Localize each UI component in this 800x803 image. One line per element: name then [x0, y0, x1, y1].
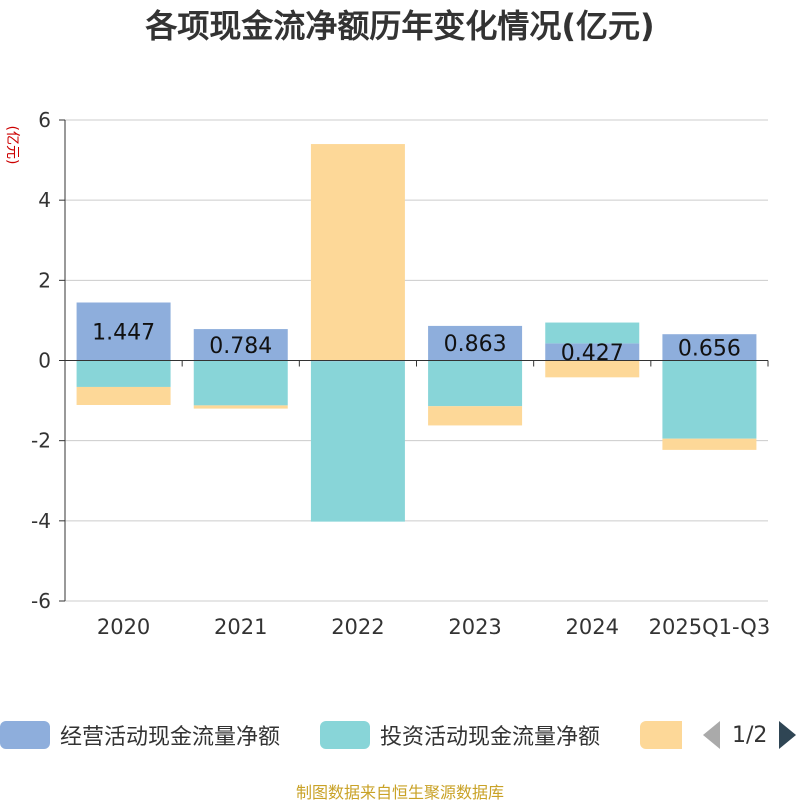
bar-investing-2024[interactable] — [545, 322, 640, 344]
legend-label-operating: 经营活动现金流量净额 — [60, 725, 281, 750]
legend-pager: 1/2 — [703, 720, 797, 750]
bar-operating-2024[interactable] — [545, 343, 640, 361]
data-label-operating: 0.427 — [561, 341, 624, 366]
bar-financing-2024[interactable] — [545, 360, 640, 378]
bar-financing-2023[interactable] — [428, 406, 523, 426]
source-footer: 制图数据来自恒生聚源数据库 — [295, 783, 504, 802]
bar-investing-2021[interactable] — [193, 360, 288, 406]
y-tick-label: 6 — [38, 108, 51, 132]
data-label-operating: 0.784 — [209, 334, 272, 359]
y-tick-label: 0 — [38, 349, 51, 373]
x-tick-label: 2022 — [331, 615, 384, 639]
legend-swatch-investing — [320, 721, 370, 749]
bar-financing-2020[interactable] — [76, 386, 171, 405]
x-tick-label: 2021 — [214, 615, 267, 639]
legend-swatch-operating — [0, 721, 50, 749]
bar-investing-2023[interactable] — [428, 360, 523, 407]
bar-operating-2025Q1-Q3[interactable] — [662, 334, 757, 361]
bar-operating-2023[interactable] — [428, 325, 523, 361]
y-tick-label: -2 — [31, 429, 51, 453]
x-tick-label: 2023 — [448, 615, 501, 639]
bar-financing-2025Q1-Q3[interactable] — [662, 438, 757, 450]
bar-financing-2022[interactable] — [310, 144, 405, 361]
data-label-operating: 1.447 — [92, 320, 155, 345]
bar-investing-2022[interactable] — [310, 361, 405, 522]
data-label-operating: 0.863 — [444, 332, 507, 357]
x-tick-label: 2025Q1-Q3 — [649, 615, 771, 639]
x-tick-label: 2024 — [566, 615, 619, 639]
chart-title: 各项现金流净额历年变化情况(亿元) — [145, 7, 655, 45]
data-label-operating: 0.656 — [678, 336, 741, 361]
bar-operating-2020[interactable] — [76, 302, 171, 361]
legend-label-investing: 投资活动现金流量净额 — [380, 725, 601, 750]
pager-next-icon[interactable] — [779, 721, 797, 749]
bar-operating-2021[interactable] — [193, 329, 288, 361]
pager-page-text: 1/2 — [732, 722, 768, 748]
legend-item-investing[interactable]: 投资活动现金流量净额 — [320, 720, 600, 750]
y-tick-label: 4 — [38, 188, 51, 212]
y-tick-label: 2 — [38, 268, 51, 292]
y-tick-label: -4 — [31, 509, 51, 533]
legend-item-financing[interactable] — [640, 720, 682, 750]
bar-investing-2020[interactable] — [76, 360, 171, 387]
bar-financing-2021[interactable] — [193, 405, 288, 409]
legend-swatch-financing — [640, 721, 682, 749]
legend: 经营活动现金流量净额 投资活动现金流量净额 1/2 — [0, 714, 800, 754]
y-axis-label: (亿元) — [4, 126, 20, 165]
x-tick-label: 2020 — [97, 615, 150, 639]
y-tick-label: -6 — [31, 589, 51, 613]
legend-item-operating[interactable]: 经营活动现金流量净额 — [0, 720, 280, 750]
bar-investing-2025Q1-Q3[interactable] — [662, 360, 757, 439]
pager-prev-icon[interactable] — [703, 721, 720, 749]
